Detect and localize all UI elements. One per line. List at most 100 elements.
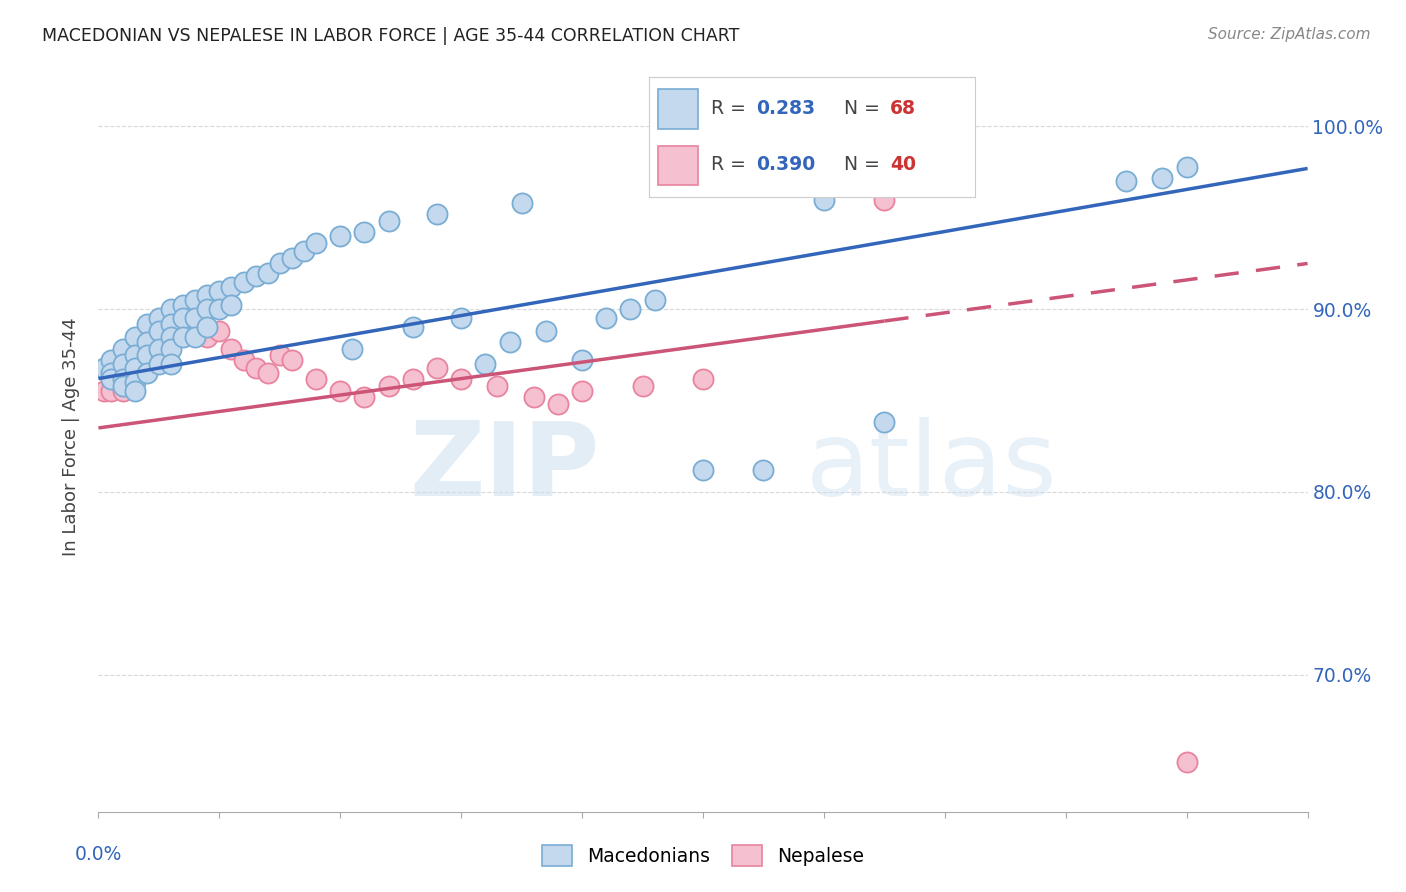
Point — [547, 397, 569, 411]
Point — [148, 311, 170, 326]
Point — [631, 379, 654, 393]
Point — [135, 317, 157, 331]
Point — [160, 329, 183, 343]
Point — [256, 266, 278, 280]
Point — [148, 324, 170, 338]
Point — [111, 357, 134, 371]
Point — [377, 214, 399, 228]
Point — [100, 353, 122, 368]
Point — [195, 287, 218, 301]
Point — [100, 371, 122, 385]
Point — [221, 343, 243, 357]
Point — [148, 343, 170, 357]
Point — [160, 357, 183, 371]
Point — [172, 324, 194, 338]
Point — [195, 329, 218, 343]
Text: atlas: atlas — [806, 417, 1057, 517]
Point — [752, 463, 775, 477]
Point — [269, 256, 291, 270]
Point — [100, 366, 122, 380]
Point — [148, 343, 170, 357]
Point — [100, 371, 122, 385]
Point — [245, 360, 267, 375]
Point — [148, 324, 170, 338]
Point — [571, 384, 593, 399]
Point — [450, 371, 472, 385]
Point — [124, 343, 146, 357]
Point — [245, 269, 267, 284]
Point — [523, 390, 546, 404]
Point — [329, 384, 352, 399]
Point — [111, 379, 134, 393]
Point — [692, 463, 714, 477]
Point — [111, 343, 134, 357]
Point — [269, 348, 291, 362]
Point — [124, 360, 146, 375]
Point — [135, 334, 157, 349]
Point — [160, 311, 183, 326]
Point — [426, 360, 449, 375]
Point — [402, 320, 425, 334]
Point — [450, 311, 472, 326]
Point — [172, 298, 194, 312]
Point — [474, 357, 496, 371]
Point — [342, 343, 364, 357]
Point — [534, 324, 557, 338]
Point — [305, 236, 328, 251]
Point — [619, 302, 641, 317]
Point — [135, 366, 157, 380]
Point — [160, 302, 183, 317]
Point — [281, 251, 304, 265]
Legend: Macedonians, Nepalese: Macedonians, Nepalese — [534, 837, 872, 873]
Point — [426, 207, 449, 221]
Point — [184, 311, 207, 326]
Point — [305, 371, 328, 385]
Point — [135, 348, 157, 362]
Point — [873, 193, 896, 207]
Point — [208, 324, 231, 338]
Point — [124, 329, 146, 343]
Point — [135, 334, 157, 349]
Point — [208, 302, 231, 317]
Point — [124, 384, 146, 399]
Point — [1152, 170, 1174, 185]
Point — [1175, 756, 1198, 770]
Point — [111, 371, 134, 385]
Point — [221, 280, 243, 294]
Point — [124, 376, 146, 390]
Point — [172, 329, 194, 343]
Point — [1115, 174, 1137, 188]
Point — [256, 366, 278, 380]
Point — [292, 244, 315, 258]
Point — [160, 334, 183, 349]
Point — [208, 284, 231, 298]
Point — [124, 348, 146, 362]
Point — [172, 302, 194, 317]
Point — [135, 353, 157, 368]
Point — [486, 379, 509, 393]
Point — [510, 196, 533, 211]
Point — [100, 384, 122, 399]
Point — [221, 298, 243, 312]
Text: MACEDONIAN VS NEPALESE IN LABOR FORCE | AGE 35-44 CORRELATION CHART: MACEDONIAN VS NEPALESE IN LABOR FORCE | … — [42, 27, 740, 45]
Point — [148, 357, 170, 371]
Y-axis label: In Labor Force | Age 35-44: In Labor Force | Age 35-44 — [62, 318, 80, 557]
Point — [402, 371, 425, 385]
Point — [232, 275, 254, 289]
Point — [281, 353, 304, 368]
Point — [184, 311, 207, 326]
Point — [498, 334, 520, 349]
Point — [124, 360, 146, 375]
Point — [111, 371, 134, 385]
Point — [595, 311, 617, 326]
Text: ZIP: ZIP — [409, 417, 600, 517]
Point — [1175, 160, 1198, 174]
Point — [377, 379, 399, 393]
Point — [353, 390, 375, 404]
Point — [644, 293, 666, 307]
Point — [111, 384, 134, 399]
Point — [195, 320, 218, 334]
Point — [692, 371, 714, 385]
Point — [111, 357, 134, 371]
Point — [813, 193, 835, 207]
